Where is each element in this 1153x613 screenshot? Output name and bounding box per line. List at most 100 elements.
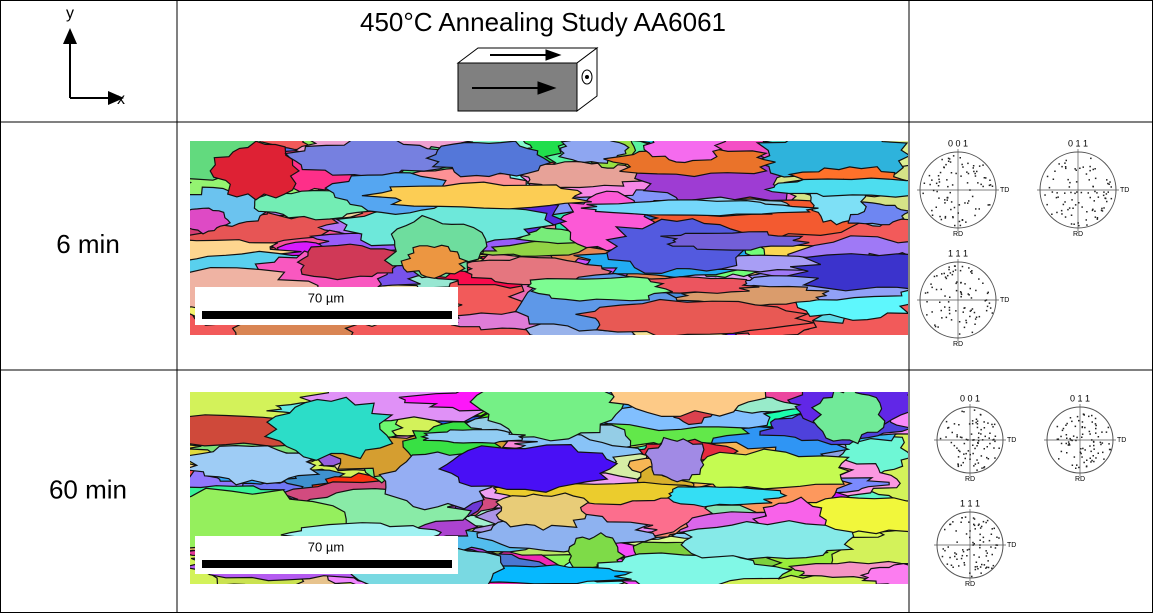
pole-dot (961, 437, 963, 439)
pole-dot (950, 272, 952, 274)
pole-dot (971, 297, 973, 299)
pole-dot (990, 307, 992, 309)
pole-dot (1066, 434, 1068, 436)
pole-dot (981, 467, 983, 469)
pole-dot (942, 556, 944, 558)
pole-dot (983, 541, 985, 543)
pole-dot (931, 311, 933, 313)
pole-dot (1086, 460, 1088, 462)
pole-dot (1071, 215, 1073, 217)
pole-dot (1078, 420, 1080, 422)
pole-dot (1071, 199, 1073, 201)
pole-dot (956, 436, 958, 438)
pole-dot (973, 165, 975, 167)
pole-dot (966, 439, 968, 441)
pole-dot (965, 516, 967, 518)
pole-dot (950, 524, 952, 526)
pole-dot (972, 445, 974, 447)
pole-dot (992, 528, 994, 530)
pole-dot (1093, 461, 1095, 463)
pole-dot (962, 555, 964, 557)
pole-dot (1066, 438, 1068, 440)
pole-dot (949, 297, 951, 299)
pole-td: TD (1007, 542, 1016, 549)
pole-dot (987, 446, 989, 448)
pole-dot (988, 567, 990, 569)
pole-dot (1108, 191, 1110, 193)
pole-dot (961, 517, 963, 519)
pole-dot (1046, 204, 1048, 206)
pole-dot (944, 202, 946, 204)
pole-dot (987, 560, 989, 562)
pole-dot (966, 171, 968, 173)
pole-dot (1061, 210, 1063, 212)
pole-dot (1090, 158, 1092, 160)
pole-dot (972, 542, 974, 544)
pole-dot (1102, 442, 1104, 444)
pole-dot (972, 332, 974, 334)
pole-dot (980, 429, 982, 431)
pole-dot (1091, 439, 1093, 441)
pole-dot (978, 524, 980, 526)
pole-dot (944, 199, 946, 201)
pole-dot (992, 554, 994, 556)
pole-dot (1092, 209, 1094, 211)
axis-icon: y x (63, 5, 125, 108)
pole-dot (1049, 187, 1051, 189)
pole-dot (965, 453, 967, 455)
pole-dot (989, 437, 991, 439)
pole-td: TD (1117, 437, 1126, 444)
pole-dot (963, 411, 965, 413)
pole-dot (992, 312, 994, 314)
pole-dot (1077, 222, 1079, 224)
pole-dot (1070, 417, 1072, 419)
pole-dot (926, 301, 928, 303)
pole-dot (938, 179, 940, 181)
pole-dot (1052, 191, 1054, 193)
pole-dot (989, 204, 991, 206)
pole-dot (1073, 435, 1075, 437)
pole-dot (978, 432, 980, 434)
pole-dot (969, 459, 971, 461)
pole-dot (1066, 443, 1068, 445)
pole-dot (970, 288, 972, 290)
pole-dot (948, 301, 950, 303)
pole-dot (1095, 432, 1097, 434)
pole-dot (986, 555, 988, 557)
pole-dot (1078, 467, 1080, 469)
pole-dot (1070, 192, 1072, 194)
scale-bar-label: 70 µm (308, 539, 344, 554)
pole-dot (986, 457, 988, 459)
pole-dot (954, 225, 956, 227)
pole-dot (965, 458, 967, 460)
pole-dot (1069, 182, 1071, 184)
pole-dot (1081, 192, 1083, 194)
pole-dot (1069, 207, 1071, 209)
pole-dot (936, 289, 938, 291)
pole-dot (975, 528, 977, 530)
pole-dot (971, 576, 973, 578)
pole-dot (946, 421, 948, 423)
pole-dot (1072, 465, 1074, 467)
pole-dot (987, 293, 989, 295)
pole-dot (972, 420, 974, 422)
pole-dot (951, 201, 953, 203)
pole-dot (1103, 195, 1105, 197)
pole-dot (1101, 208, 1103, 210)
pole-rd: RD (965, 476, 975, 483)
pole-dot (1095, 423, 1097, 425)
pole-dot (983, 421, 985, 423)
pole-dot (960, 157, 962, 159)
pole-dot (941, 219, 943, 221)
pole-dot (1086, 219, 1088, 221)
pole-dot (948, 546, 950, 548)
pole-dot (966, 555, 968, 557)
pole-dot (1047, 176, 1049, 178)
pole-dot (962, 266, 964, 268)
pole-dot (947, 186, 949, 188)
pole-dot (983, 521, 985, 523)
pole-dot (956, 541, 958, 543)
pole-dot (940, 172, 942, 174)
pole-dot (993, 447, 995, 449)
pole-dot (1109, 181, 1111, 183)
